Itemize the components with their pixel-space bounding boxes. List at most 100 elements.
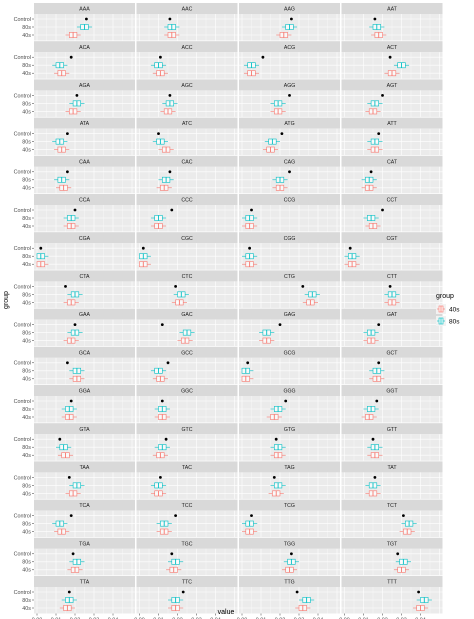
control-point — [377, 361, 381, 365]
facet-cga: CGA — [34, 232, 135, 270]
panel-gridlines — [136, 243, 238, 270]
y-tick-label: 80s — [22, 254, 31, 260]
control-point — [174, 514, 178, 517]
y-tick-label: 40s — [22, 224, 31, 230]
facet-strip-label: ATC — [182, 121, 192, 127]
facet-strip-label: ACC — [182, 45, 193, 51]
box-40s — [361, 414, 377, 420]
control-point — [375, 399, 379, 403]
box-80s — [361, 176, 377, 183]
facet-strip — [34, 499, 135, 511]
facet-strip-label: ACA — [79, 45, 90, 51]
box-40s — [243, 70, 260, 77]
panel-gridlines — [136, 52, 238, 79]
facet-strip-label: TAT — [387, 465, 397, 471]
facet-strip-label: TAA — [80, 465, 90, 471]
box-40s — [164, 32, 180, 38]
panel-gridlines — [34, 281, 135, 308]
panel-gridlines — [34, 472, 135, 499]
box-40s — [67, 566, 83, 573]
box-40s — [393, 566, 410, 573]
box-80s — [52, 520, 68, 527]
y-tick-label: 80s — [22, 598, 31, 604]
box-40s — [270, 108, 286, 115]
y-tick-label: Control — [14, 399, 31, 405]
legend-title: group — [436, 293, 454, 300]
x-tick-label: 0.00 — [134, 618, 145, 619]
y-tick-label: 80s — [22, 407, 31, 413]
facet-strip — [136, 423, 238, 435]
control-point — [66, 170, 69, 174]
box-80s — [270, 444, 286, 451]
y-tick-label: 40s — [22, 453, 31, 459]
facet-strip-label: TTA — [80, 580, 90, 586]
box-40s — [152, 70, 168, 77]
box-80s — [242, 520, 258, 527]
y-tick-label: 80s — [22, 25, 31, 31]
panel-gridlines — [239, 281, 340, 308]
facet-aag: AAG — [239, 3, 340, 41]
box-80s — [67, 291, 83, 298]
facet-strip-label: CAG — [284, 159, 295, 165]
facet-strip-label: ATA — [80, 121, 90, 127]
facet-taa: TAA — [34, 461, 135, 499]
facet-strip — [341, 155, 443, 167]
y-tick-label: 40s — [22, 109, 31, 115]
box-40s — [65, 490, 81, 497]
box-40s — [152, 452, 168, 459]
control-point — [280, 132, 284, 136]
panel-gridlines — [341, 128, 443, 156]
control-point — [168, 94, 172, 97]
box-80s — [365, 482, 381, 489]
facet-strip-label: CCA — [79, 198, 90, 204]
facet-strip-label: AAT — [387, 7, 398, 13]
facet-strip-label: GTG — [284, 427, 295, 433]
facet-ccg: CCG — [239, 194, 340, 232]
box-40s — [69, 375, 85, 382]
box-40s — [242, 261, 258, 268]
box-80s — [242, 253, 258, 260]
legend-entry-80s: 80s — [436, 316, 460, 326]
box-40s — [276, 32, 292, 38]
box-80s — [69, 100, 85, 107]
box-80s — [270, 100, 286, 107]
control-point — [248, 246, 252, 250]
y-tick-label: 80s — [22, 483, 31, 489]
panel-gridlines — [239, 472, 340, 499]
box-80s — [52, 62, 68, 69]
facet-strip — [341, 576, 443, 587]
box-80s — [63, 215, 79, 221]
y-tick-label: 80s — [22, 140, 31, 146]
box-40s — [152, 375, 168, 382]
panel-gridlines — [341, 90, 443, 117]
box-40s — [156, 184, 172, 191]
facet-strip — [34, 3, 135, 14]
y-tick-label: 80s — [22, 560, 31, 566]
facet-strip-label: ATG — [284, 121, 294, 127]
facet-acc: ACC — [136, 41, 238, 79]
facet-strip-label: GCT — [387, 350, 399, 356]
facet-strip — [136, 576, 238, 587]
x-tick-label: 0.04 — [415, 618, 426, 619]
facet-strip — [34, 117, 135, 129]
box-80s — [369, 24, 385, 30]
facet-strip — [136, 155, 238, 167]
facet-gtc: GTC — [136, 423, 238, 461]
x-tick-label: 0.03 — [396, 618, 407, 619]
facet-strip-label: GGG — [283, 389, 295, 395]
box-80s — [168, 558, 184, 565]
box-80s — [54, 176, 70, 183]
y-tick-label: Control — [14, 323, 31, 329]
box-40s — [363, 337, 379, 344]
box-40s — [139, 261, 151, 268]
control-point — [381, 208, 384, 212]
x-axis-title: value — [218, 609, 235, 616]
facet-strip-label: CGG — [284, 236, 296, 242]
panel-gridlines — [34, 90, 135, 117]
x-tick-label: 0.02 — [172, 618, 183, 619]
control-point — [278, 323, 282, 326]
box-80s — [281, 24, 298, 30]
facet-strip-label: TCG — [284, 503, 295, 509]
box-40s — [302, 299, 318, 306]
